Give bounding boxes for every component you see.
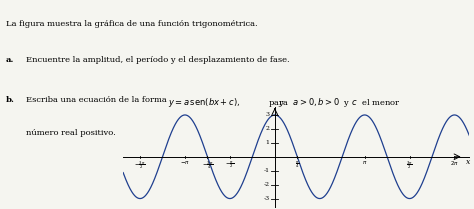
Text: 1: 1 — [265, 140, 270, 145]
Text: $-\frac{3\pi}{2}$: $-\frac{3\pi}{2}$ — [134, 159, 146, 171]
Text: b.: b. — [6, 96, 15, 103]
Text: para  $a > 0, b > 0$  y $c$  el menor: para $a > 0, b > 0$ y $c$ el menor — [268, 96, 401, 108]
Text: a.: a. — [6, 56, 14, 64]
Text: $\pi$: $\pi$ — [362, 159, 367, 166]
Text: $-\frac{3\pi}{4}$: $-\frac{3\pi}{4}$ — [202, 159, 213, 171]
Text: $\frac{3\pi}{2}$: $\frac{3\pi}{2}$ — [406, 159, 413, 171]
Text: $y = a\,\mathrm{sen}(bx + c),$: $y = a\,\mathrm{sen}(bx + c),$ — [168, 96, 240, 108]
Text: $-\pi$: $-\pi$ — [180, 159, 190, 166]
Text: $-\frac{\pi}{2}$: $-\frac{\pi}{2}$ — [225, 159, 235, 170]
Text: -2: -2 — [264, 182, 270, 187]
Text: 2: 2 — [265, 126, 270, 131]
Text: número real positivo.: número real positivo. — [26, 129, 116, 137]
Text: $2\pi$: $2\pi$ — [450, 159, 459, 167]
Text: Escriba una ecuación de la forma: Escriba una ecuación de la forma — [26, 96, 167, 103]
Text: y: y — [278, 99, 283, 107]
Text: 3: 3 — [265, 112, 270, 117]
Text: -3: -3 — [264, 196, 270, 201]
Text: -1: -1 — [264, 168, 270, 173]
Text: x: x — [466, 158, 471, 166]
Text: $\frac{\pi}{4}$: $\frac{\pi}{4}$ — [295, 159, 300, 170]
Text: La figura muestra la gráfica de una función trigonométrica.: La figura muestra la gráfica de una func… — [6, 20, 257, 28]
Text: Encuentre la amplitud, el período y el desplazamiento de fase.: Encuentre la amplitud, el período y el d… — [26, 56, 290, 64]
